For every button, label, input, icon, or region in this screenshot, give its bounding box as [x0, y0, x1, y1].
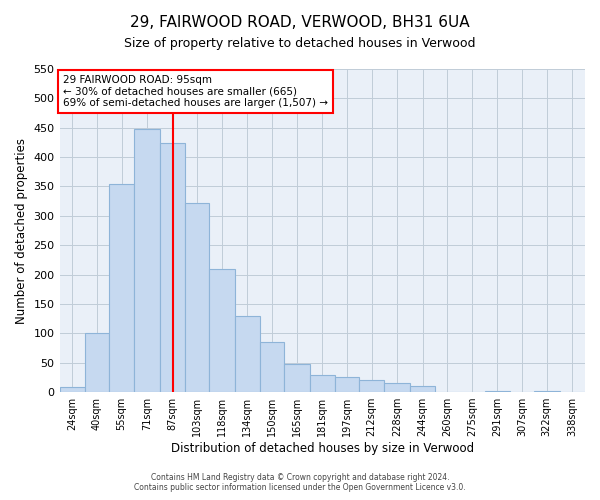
Bar: [385, 384, 410, 392]
Bar: [485, 391, 510, 392]
Bar: [85, 333, 109, 392]
Bar: [335, 378, 359, 392]
Bar: [310, 375, 335, 392]
Text: 29 FAIRWOOD ROAD: 95sqm
← 30% of detached houses are smaller (665)
69% of semi-d: 29 FAIRWOOD ROAD: 95sqm ← 30% of detache…: [63, 75, 328, 108]
Text: Contains HM Land Registry data © Crown copyright and database right 2024.
Contai: Contains HM Land Registry data © Crown c…: [134, 473, 466, 492]
Bar: [235, 316, 260, 392]
Y-axis label: Number of detached properties: Number of detached properties: [15, 138, 28, 324]
Bar: [185, 203, 209, 392]
Text: 29, FAIRWOOD ROAD, VERWOOD, BH31 6UA: 29, FAIRWOOD ROAD, VERWOOD, BH31 6UA: [130, 15, 470, 30]
Bar: [359, 380, 385, 392]
Bar: [260, 342, 284, 392]
Text: Size of property relative to detached houses in Verwood: Size of property relative to detached ho…: [124, 38, 476, 51]
X-axis label: Distribution of detached houses by size in Verwood: Distribution of detached houses by size …: [171, 442, 474, 455]
Bar: [59, 388, 85, 392]
Bar: [209, 270, 235, 392]
Bar: [410, 386, 436, 392]
Bar: [284, 364, 310, 392]
Bar: [109, 184, 134, 392]
Bar: [134, 129, 160, 392]
Bar: [534, 391, 560, 392]
Bar: [160, 143, 185, 392]
